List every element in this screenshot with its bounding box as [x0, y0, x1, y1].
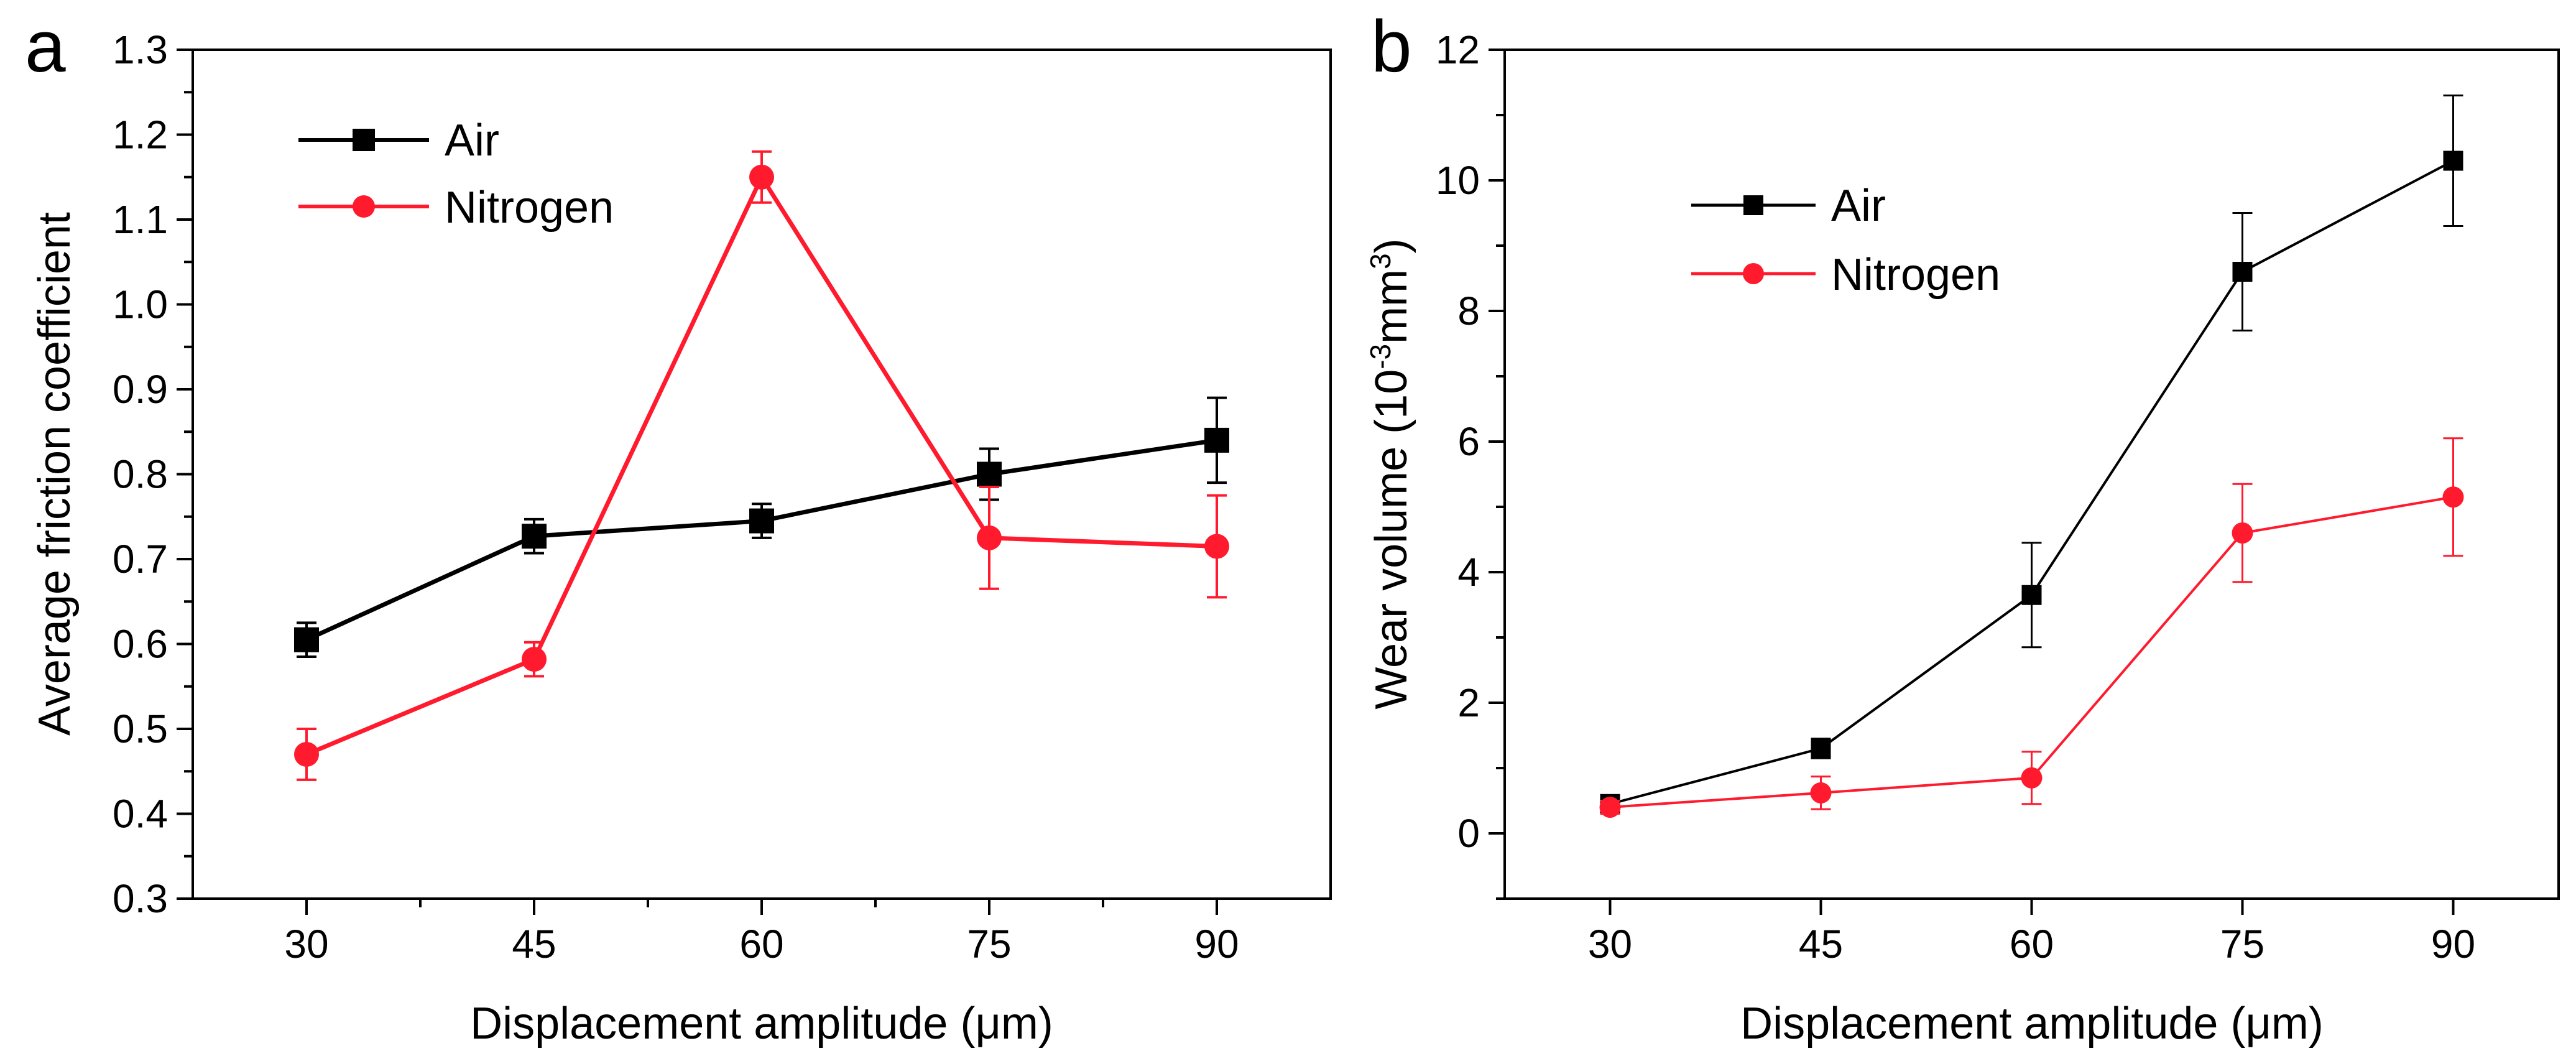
data-point-air-b-2	[2021, 585, 2042, 605]
legend-label-nitrogen-a: Nitrogen	[445, 183, 614, 233]
data-point-nitrogen-a-4	[1204, 534, 1229, 559]
x-axis-a: 30 45 60 75 90	[284, 899, 1239, 966]
data-point-air-a-1	[522, 524, 547, 549]
data-point-air-a-0	[294, 627, 319, 652]
y-tick-label-a-0: 0.3	[113, 876, 168, 921]
y-tick-label-a-10: 1.3	[113, 27, 168, 72]
data-point-nitrogen-a-2	[749, 164, 774, 190]
y-tick-label-a-9: 1.2	[113, 113, 168, 157]
data-point-air-a-3	[977, 461, 1002, 487]
x-tick-label-b-1: 45	[1799, 922, 1843, 966]
y-tick-label-a-1: 0.4	[113, 792, 168, 836]
y-title-b-end: )	[1367, 238, 1416, 253]
y-title-b-main: Wear volume (10	[1367, 369, 1416, 710]
y-tick-label-b-2: 4	[1457, 550, 1480, 595]
y-tick-label-b-1: 2	[1457, 680, 1480, 725]
y-tick-label-b-6: 12	[1436, 27, 1480, 72]
series-layer-b	[1599, 95, 2464, 818]
data-point-nitrogen-a-0	[294, 741, 319, 767]
y-axis-b: 0 2 4 6 8 10 12	[1436, 27, 1505, 900]
y-title-b-sup1: -3	[1364, 344, 1396, 369]
data-point-nitrogen-b-0	[1599, 797, 1621, 818]
legend-label-nitrogen-b: Nitrogen	[1831, 250, 2000, 300]
series-line-air-b	[1609, 159, 2454, 805]
y-tick-label-a-8: 1.1	[113, 197, 168, 242]
x-tick-label-a-0: 30	[284, 922, 328, 966]
data-point-air-b-1	[1811, 738, 1831, 759]
x-tick-label-b-2: 60	[2010, 922, 2054, 966]
data-point-nitrogen-b-4	[2442, 486, 2464, 508]
y-title-b-mid: mm	[1367, 269, 1416, 344]
y-axis-a: 0.3 0.4 0.5 0.6 0.7 0.8 0.9 1.0 1.1 1.2 1.3	[113, 27, 193, 921]
y-tick-label-b-4: 8	[1457, 289, 1480, 333]
panel-letter-a: a	[25, 6, 66, 88]
legend-marker-air-b	[1743, 195, 1763, 215]
data-point-air-a-4	[1204, 427, 1229, 453]
legend-marker-nitrogen-b	[1743, 263, 1764, 284]
y-tick-label-a-6: 0.9	[113, 367, 168, 412]
y-tick-label-b-5: 10	[1436, 158, 1480, 203]
data-point-nitrogen-b-3	[2232, 522, 2253, 544]
y-axis-title-b: Wear volume (10-3mm3)	[1364, 238, 1416, 709]
x-tick-label-a-1: 45	[512, 922, 556, 966]
panel-a: a 30 45 60 75 90 0.3 0.4 0.5 0.6 0.7 0.8 0.9 1.0 1.1…	[25, 6, 1332, 1049]
data-point-nitrogen-b-1	[1810, 782, 1832, 804]
x-tick-label-a-2: 60	[739, 922, 783, 966]
x-axis-b: 30 45 60 75 90	[1588, 899, 2475, 966]
y-tick-label-b-3: 6	[1457, 419, 1480, 464]
y-axis-title-a: Average friction coefficient	[30, 212, 80, 736]
data-point-air-b-3	[2232, 262, 2253, 282]
series-layer-a	[294, 150, 1229, 781]
y-tick-label-a-5: 0.8	[113, 452, 168, 497]
data-point-nitrogen-b-2	[2021, 767, 2043, 789]
x-tick-label-b-3: 75	[2220, 922, 2264, 966]
panel-letter-b: b	[1371, 6, 1412, 88]
y-title-b-sup2: 3	[1364, 253, 1396, 269]
x-tick-label-a-3: 75	[967, 922, 1011, 966]
series-line-nitrogen-a	[305, 172, 1217, 757]
y-tick-label-b-0: 0	[1457, 811, 1480, 856]
y-tick-label-a-2: 0.5	[113, 706, 168, 751]
y-tick-label-a-4: 0.7	[113, 537, 168, 581]
x-axis-title-b: Displacement amplitude (μm)	[1740, 999, 2324, 1049]
x-tick-label-a-4: 90	[1194, 922, 1239, 966]
x-tick-label-b-0: 30	[1588, 922, 1632, 966]
data-point-air-a-2	[749, 508, 774, 534]
legend-label-air-b: Air	[1831, 181, 1886, 231]
data-point-nitrogen-a-1	[522, 647, 547, 672]
data-point-nitrogen-a-3	[977, 525, 1002, 550]
y-tick-label-a-3: 0.6	[113, 622, 168, 667]
y-tick-label-a-7: 1.0	[113, 282, 168, 327]
legend-b: Air Nitrogen	[1691, 181, 2000, 300]
legend-marker-air-a	[353, 129, 375, 151]
legend-a: Air Nitrogen	[298, 116, 614, 233]
legend-label-air-a: Air	[445, 116, 499, 165]
data-point-air-b-4	[2443, 151, 2463, 171]
x-axis-title-a: Displacement amplitude (μm)	[470, 999, 1053, 1049]
x-tick-label-b-4: 90	[2431, 922, 2475, 966]
legend-marker-nitrogen-a	[353, 195, 375, 218]
panel-b: b 30 45 60 75 90 0 2 4 6 8 10 12 Displacement ampl…	[1364, 6, 2560, 1049]
